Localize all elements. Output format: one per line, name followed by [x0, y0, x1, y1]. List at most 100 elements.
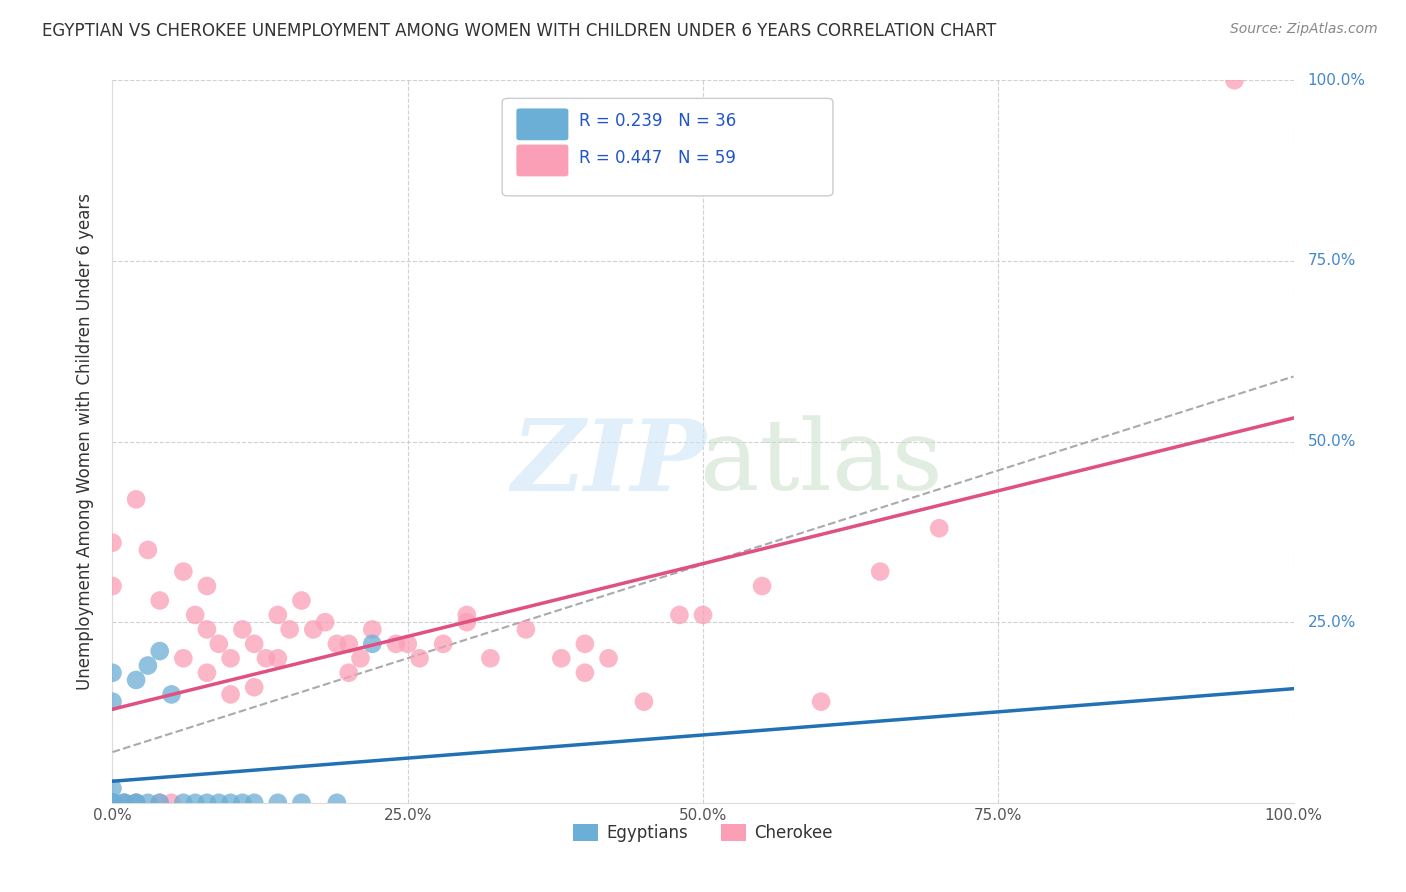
- Point: [112, 796, 135, 810]
- Point: [101, 781, 124, 796]
- Point: [136, 658, 159, 673]
- Legend: Egyptians, Cherokee: Egyptians, Cherokee: [567, 817, 839, 848]
- Point: [125, 492, 148, 507]
- Point: [101, 796, 124, 810]
- Point: [267, 607, 290, 622]
- Point: [160, 687, 183, 701]
- Point: [195, 623, 218, 637]
- Point: [243, 680, 266, 694]
- Point: [208, 796, 231, 810]
- Point: [231, 623, 253, 637]
- Point: [302, 623, 325, 637]
- FancyBboxPatch shape: [516, 145, 568, 177]
- Point: [184, 796, 207, 810]
- Point: [574, 665, 596, 680]
- Point: [160, 796, 183, 810]
- Point: [598, 651, 620, 665]
- Point: [751, 579, 773, 593]
- Point: [361, 623, 384, 637]
- Point: [692, 607, 714, 622]
- Point: [125, 796, 148, 810]
- Point: [633, 695, 655, 709]
- Point: [101, 796, 124, 810]
- Point: [267, 651, 290, 665]
- Point: [101, 796, 124, 810]
- Text: 75.0%: 75.0%: [1308, 253, 1355, 268]
- Point: [326, 637, 349, 651]
- Text: 25.0%: 25.0%: [1308, 615, 1355, 630]
- Point: [101, 796, 124, 810]
- Point: [149, 644, 172, 658]
- Point: [326, 796, 349, 810]
- Point: [219, 796, 242, 810]
- Text: R = 0.239   N = 36: R = 0.239 N = 36: [579, 112, 737, 130]
- Point: [101, 796, 124, 810]
- Point: [668, 607, 690, 622]
- Point: [149, 796, 172, 810]
- Point: [101, 796, 124, 810]
- Point: [136, 542, 159, 557]
- Text: 50.0%: 50.0%: [1308, 434, 1355, 449]
- Text: ZIP: ZIP: [510, 415, 706, 511]
- Point: [195, 579, 218, 593]
- FancyBboxPatch shape: [516, 109, 568, 140]
- Point: [101, 535, 124, 549]
- Point: [172, 796, 194, 810]
- Text: Source: ZipAtlas.com: Source: ZipAtlas.com: [1230, 22, 1378, 37]
- Point: [456, 615, 478, 630]
- Point: [314, 615, 336, 630]
- Point: [101, 695, 124, 709]
- Point: [149, 593, 172, 607]
- Point: [928, 521, 950, 535]
- Point: [337, 637, 360, 651]
- Point: [290, 796, 312, 810]
- Point: [810, 695, 832, 709]
- FancyBboxPatch shape: [502, 98, 832, 196]
- Point: [231, 796, 253, 810]
- Point: [208, 637, 231, 651]
- Point: [432, 637, 454, 651]
- Y-axis label: Unemployment Among Women with Children Under 6 years: Unemployment Among Women with Children U…: [76, 193, 94, 690]
- Point: [456, 607, 478, 622]
- Point: [396, 637, 419, 651]
- Point: [254, 651, 277, 665]
- Point: [101, 796, 124, 810]
- Point: [195, 665, 218, 680]
- Point: [101, 665, 124, 680]
- Point: [101, 796, 124, 810]
- Point: [278, 623, 301, 637]
- Point: [101, 796, 124, 810]
- Point: [361, 637, 384, 651]
- Text: R = 0.447   N = 59: R = 0.447 N = 59: [579, 149, 735, 167]
- Point: [101, 796, 124, 810]
- Point: [101, 796, 124, 810]
- Point: [243, 796, 266, 810]
- Point: [290, 593, 312, 607]
- Point: [267, 796, 290, 810]
- Text: 100.0%: 100.0%: [1308, 73, 1365, 87]
- Point: [574, 637, 596, 651]
- Point: [172, 651, 194, 665]
- Point: [101, 796, 124, 810]
- Point: [385, 637, 408, 651]
- Point: [125, 673, 148, 687]
- Point: [112, 796, 135, 810]
- Text: EGYPTIAN VS CHEROKEE UNEMPLOYMENT AMONG WOMEN WITH CHILDREN UNDER 6 YEARS CORREL: EGYPTIAN VS CHEROKEE UNEMPLOYMENT AMONG …: [42, 22, 997, 40]
- Point: [219, 687, 242, 701]
- Text: atlas: atlas: [700, 416, 942, 511]
- Point: [408, 651, 430, 665]
- Point: [349, 651, 371, 665]
- Point: [172, 565, 194, 579]
- Point: [337, 665, 360, 680]
- Point: [149, 796, 172, 810]
- Point: [515, 623, 537, 637]
- Point: [112, 796, 135, 810]
- Point: [243, 637, 266, 651]
- Point: [479, 651, 502, 665]
- Point: [101, 796, 124, 810]
- Point: [869, 565, 891, 579]
- Point: [184, 607, 207, 622]
- Point: [219, 651, 242, 665]
- Point: [1223, 73, 1246, 87]
- Point: [195, 796, 218, 810]
